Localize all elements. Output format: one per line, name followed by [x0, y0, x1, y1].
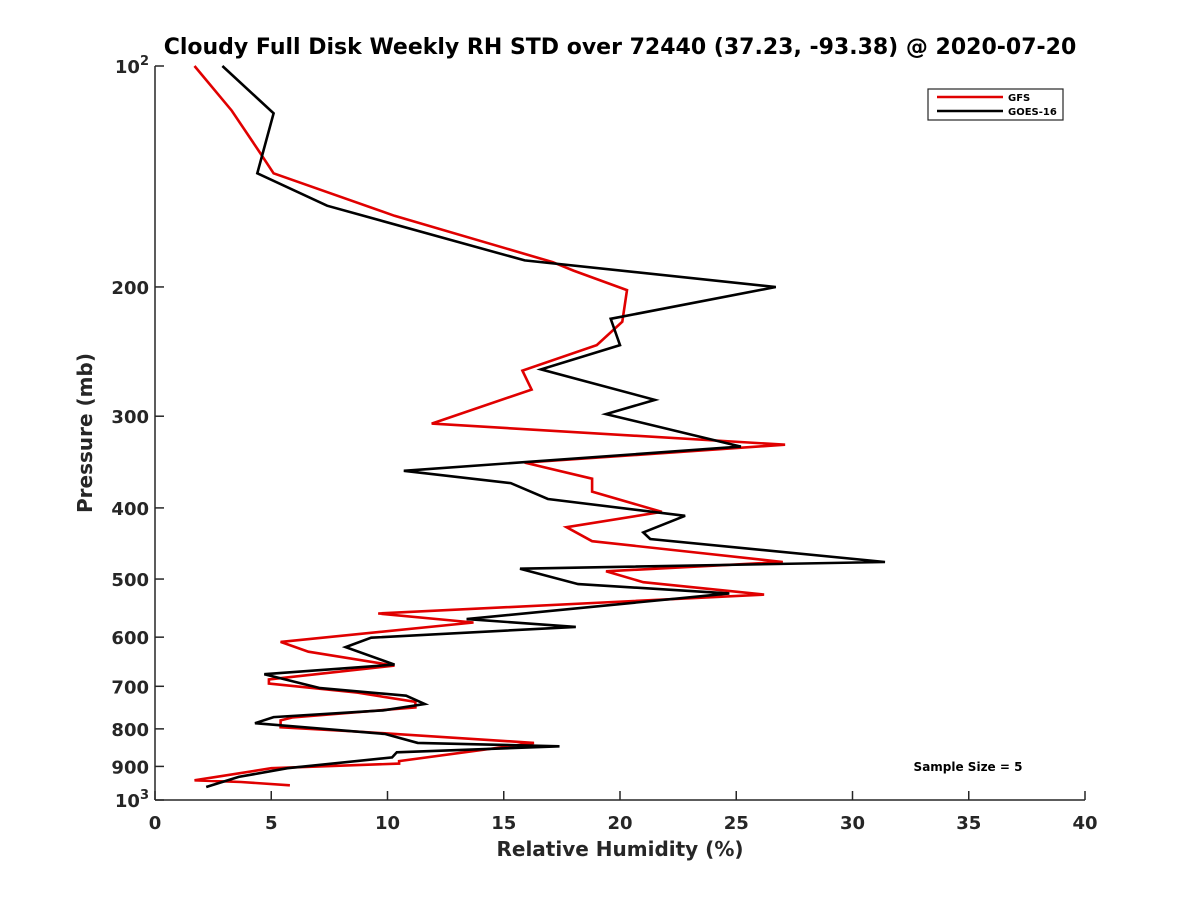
plot-area — [155, 66, 1085, 799]
x-tick-label: 0 — [149, 813, 162, 834]
x-tick-label: 15 — [491, 813, 516, 834]
y-tick-label: 500 — [111, 570, 149, 591]
legend-box — [927, 88, 1064, 121]
y-axis-ticks: 102 200 300 400 500 600 700 800 900 103 — [111, 54, 164, 812]
series-layer — [193, 65, 886, 789]
y-tick-label: 200 — [111, 278, 149, 299]
y-tick-label: 103 — [115, 788, 149, 812]
x-tick-label: 10 — [375, 813, 400, 834]
x-axis-ticks: 0 5 10 15 20 25 30 35 40 — [149, 791, 1098, 834]
legend: GFS GOES-16 — [927, 88, 1064, 121]
y-tick-label: 900 — [111, 757, 149, 778]
series-line-goes16 — [205, 65, 886, 789]
y-tick-label: 600 — [111, 628, 149, 649]
chart-title: Cloudy Full Disk Weekly RH STD over 7244… — [164, 35, 1077, 60]
series-line-gfs — [193, 65, 786, 787]
legend-label-goes16: GOES-16 — [1008, 107, 1057, 118]
x-tick-label: 20 — [607, 813, 632, 834]
y-tick-label: 800 — [111, 720, 149, 741]
x-tick-label: 25 — [724, 813, 749, 834]
x-tick-label: 5 — [265, 813, 278, 834]
x-tick-label: 30 — [840, 813, 865, 834]
x-axis-label: Relative Humidity (%) — [496, 837, 743, 861]
y-tick-label: 102 — [115, 54, 149, 78]
y-axis-label: Pressure (mb) — [73, 353, 97, 513]
x-tick-label: 40 — [1072, 813, 1097, 834]
legend-label-gfs: GFS — [1008, 93, 1030, 104]
sample-size-annotation: Sample Size = 5 — [914, 760, 1023, 774]
x-tick-label: 35 — [956, 813, 981, 834]
y-tick-label: 400 — [111, 499, 149, 520]
y-tick-label: 700 — [111, 677, 149, 698]
y-tick-label: 300 — [111, 407, 149, 428]
